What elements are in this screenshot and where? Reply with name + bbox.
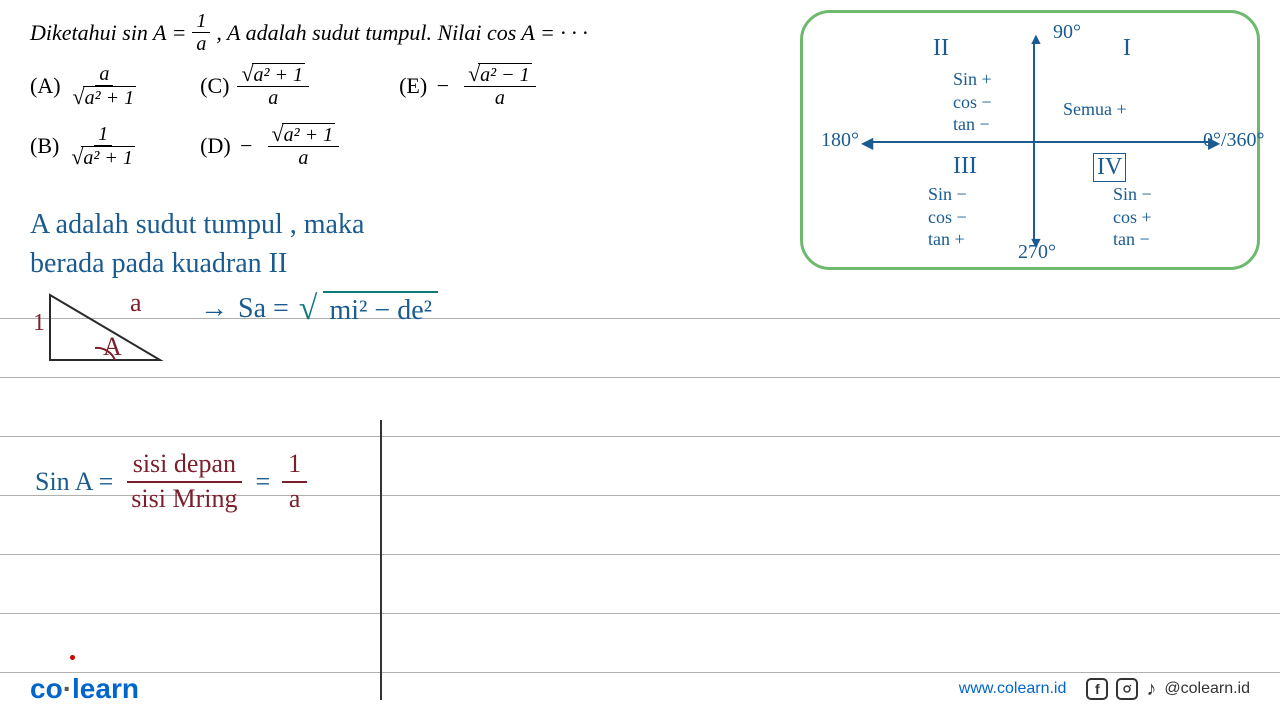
facebook-icon[interactable]: f	[1086, 678, 1108, 700]
colearn-logo: co·learn	[30, 673, 139, 705]
choice-A: (A) a √a² + 1	[30, 63, 140, 109]
fraction-1-over-a: 1 a	[192, 10, 210, 55]
instagram-icon[interactable]	[1116, 678, 1138, 700]
triangle-hyp-label: a	[130, 288, 142, 318]
choice-B: (B) 1 √a² + 1	[30, 123, 140, 169]
choice-C: (C) √a² + 1 a	[200, 63, 339, 109]
arrow-icon: →	[200, 293, 228, 325]
problem-text: Diketahui sin A =	[30, 20, 186, 46]
vertical-divider	[380, 420, 382, 700]
problem-statement: Diketahui sin A = 1 a , A adalah sudut t…	[30, 10, 780, 169]
triangle-side-label: 1	[33, 310, 45, 337]
choice-E: (E) − √a² − 1 a	[399, 63, 536, 109]
triangle-diagram: 1 a A	[35, 290, 165, 375]
sa-formula: → Sa = √ mi² − de²	[200, 290, 438, 328]
handwritten-note-1: A adalah sudut tumpul , maka berada pada…	[30, 205, 364, 283]
sin-A-formula: Sin A = sisi depan sisi Mring = 1 a	[35, 450, 307, 513]
social-handle: @colearn.id	[1164, 680, 1250, 698]
problem-text-2: , A adalah sudut tumpul. Nilai cos A = ·…	[216, 20, 587, 46]
footer: co·learn www.colearn.id f ♪ @colearn.id	[30, 673, 1250, 705]
quadrant-diagram: ▶ ▲ ▼ ◀ 90° 180° 270° 0°/360° I Semua + …	[800, 10, 1260, 270]
triangle-angle-label: A	[103, 332, 122, 362]
tiktok-icon[interactable]: ♪	[1146, 678, 1156, 701]
red-dot	[70, 655, 75, 660]
choice-D: (D) − √a² + 1 a	[200, 123, 339, 169]
footer-url[interactable]: www.colearn.id	[959, 680, 1067, 698]
page: Diketahui sin A = 1 a , A adalah sudut t…	[0, 0, 1280, 720]
